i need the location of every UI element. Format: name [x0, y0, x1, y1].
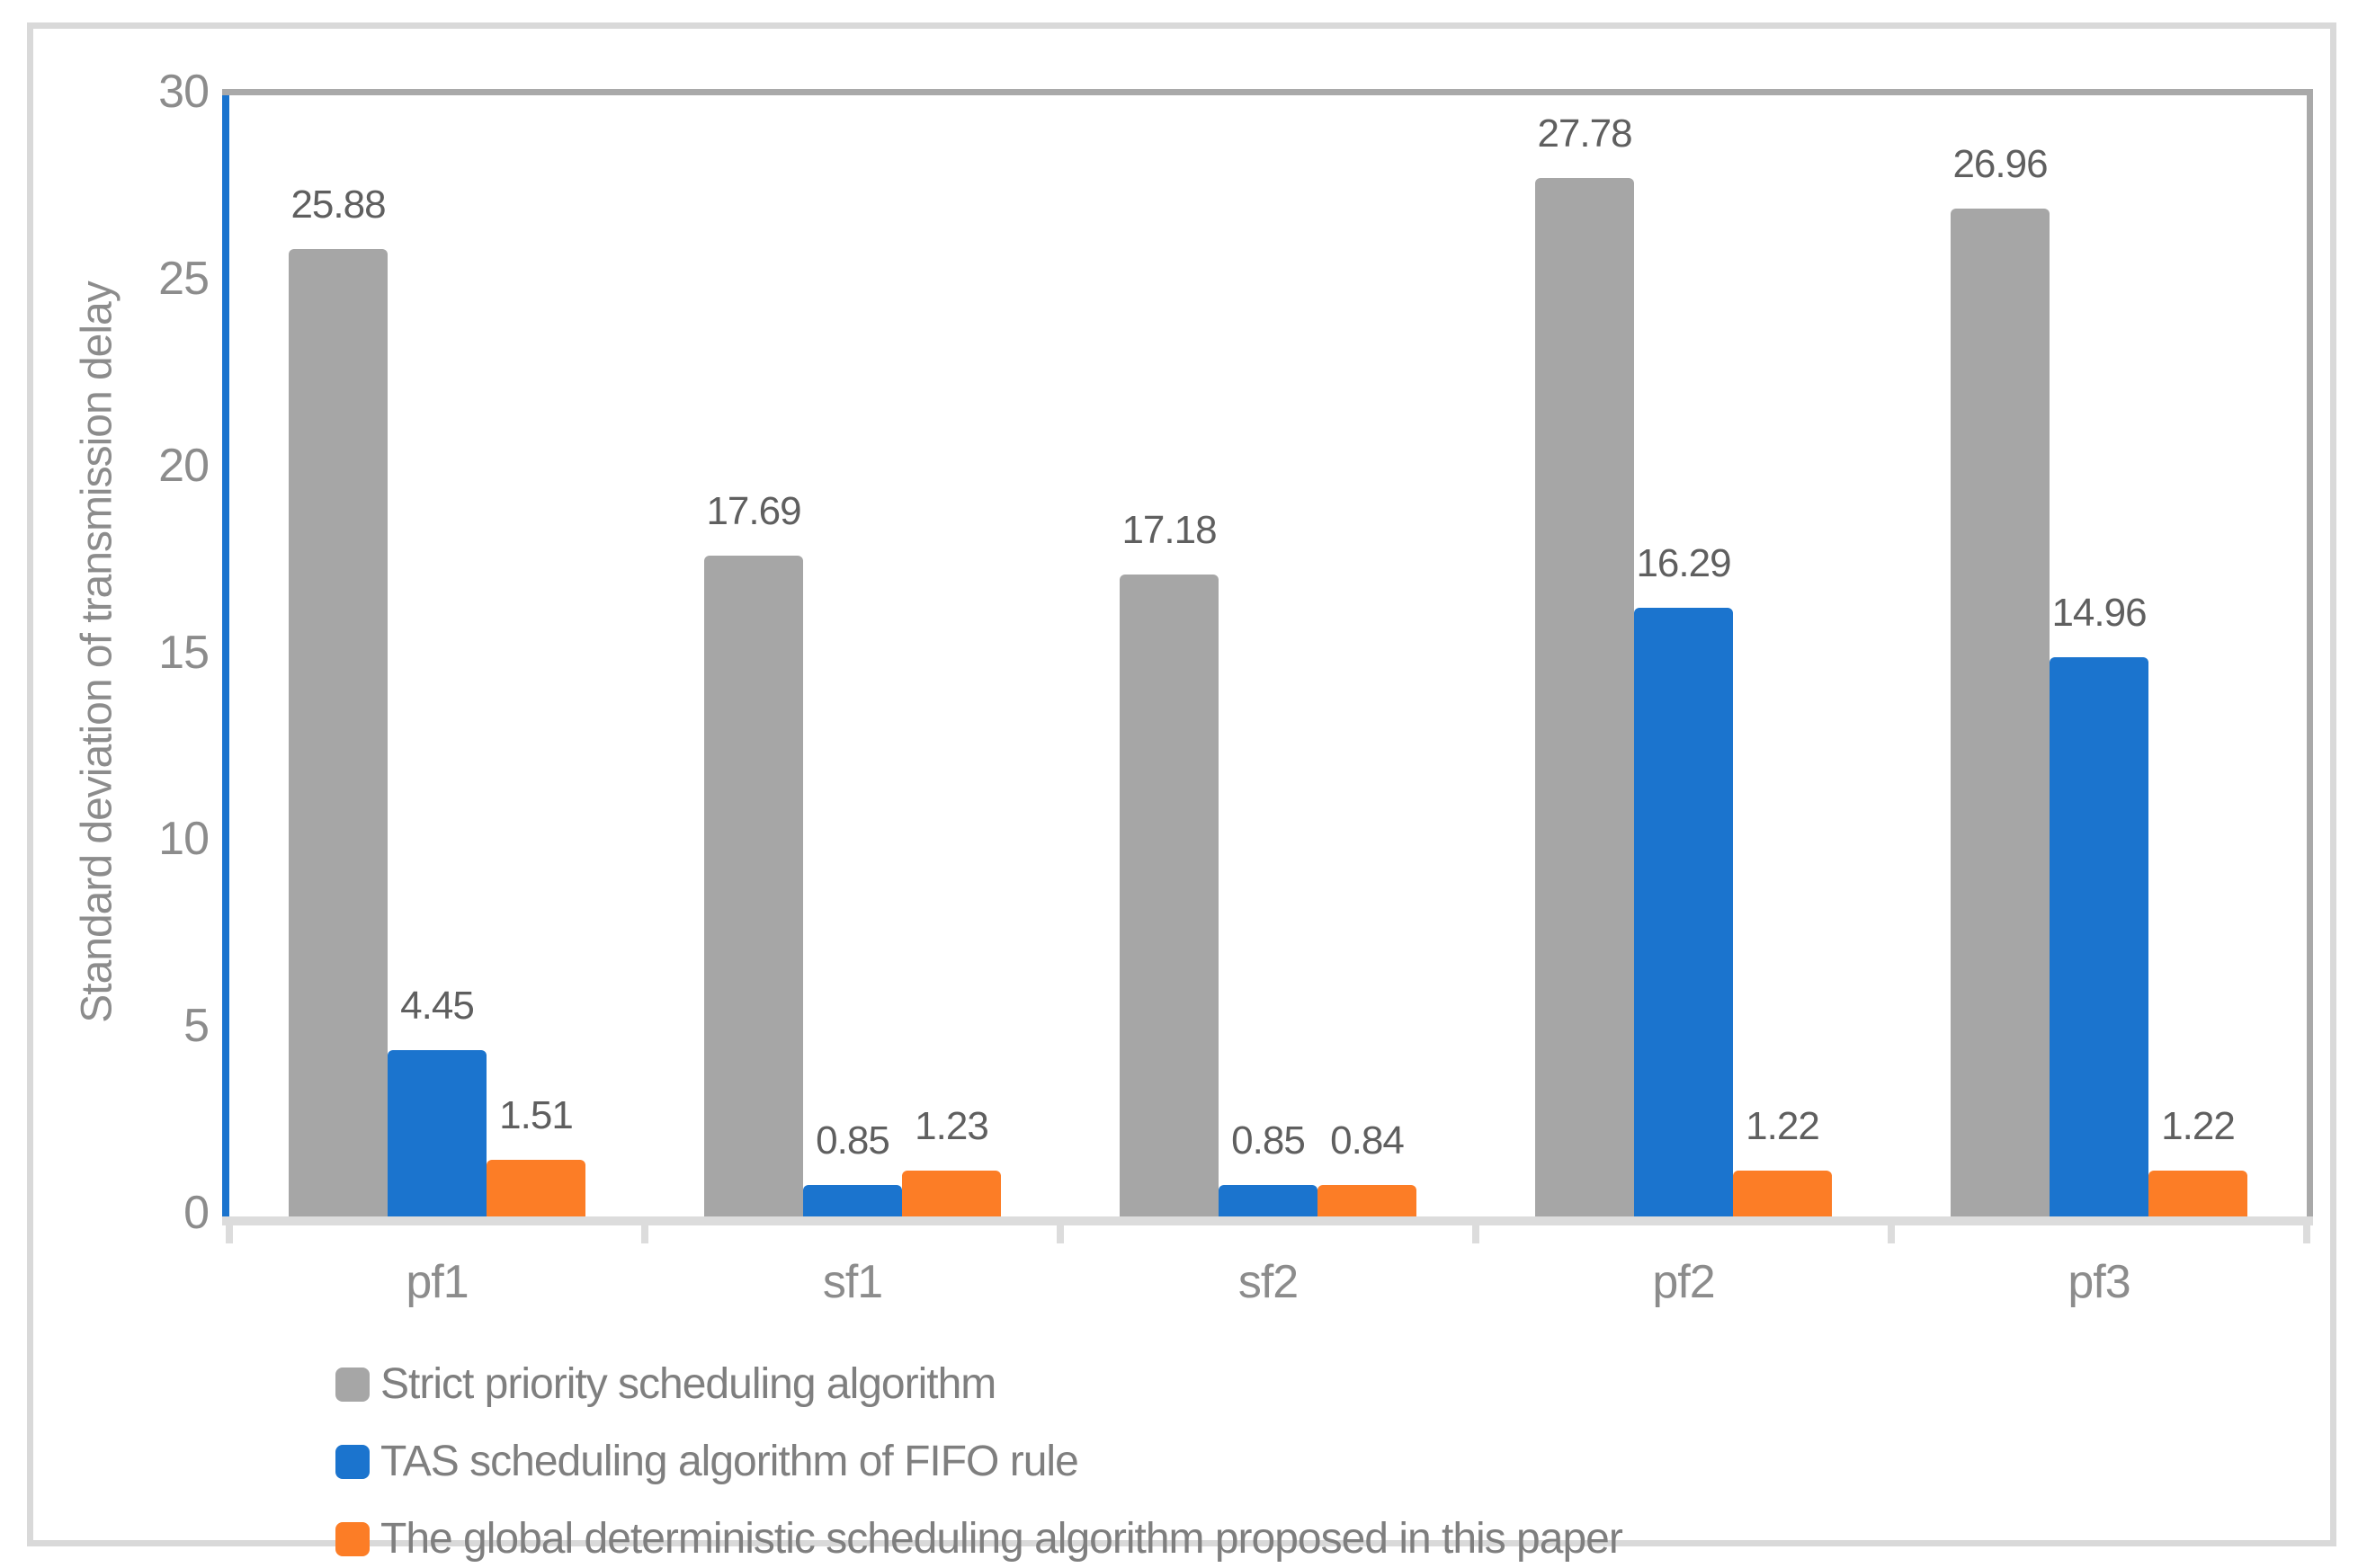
x-axis-line [222, 1216, 2313, 1225]
bar-pf3-series-1 [1951, 209, 2050, 1216]
bar-pf2-series-3 [1733, 1171, 1832, 1216]
plot-right-border [2307, 95, 2313, 1216]
bar-sf2-series-2 [1219, 1185, 1317, 1216]
legend-swatch-icon [335, 1367, 370, 1402]
bar-sf1-series-1 [704, 556, 803, 1216]
bar-sf2-series-3 [1317, 1185, 1416, 1216]
bar-pf1-series-1 [289, 249, 388, 1216]
x-axis-tick [1472, 1225, 1479, 1243]
legend-swatch-icon [335, 1444, 370, 1479]
plot-top-border [222, 89, 2313, 95]
y-tick-label: 5 [183, 1000, 210, 1053]
bar-value-label: 26.96 [1952, 142, 2048, 186]
bar-value-label: 27.78 [1537, 111, 1632, 156]
legend-label: Strict priority scheduling algorithm [380, 1360, 996, 1408]
x-category-label: pf2 [1652, 1256, 1715, 1308]
legend-item-1: Strict priority scheduling algorithm [335, 1359, 1622, 1409]
y-tick-label: 0 [183, 1187, 210, 1239]
bar-pf1-series-2 [388, 1050, 487, 1216]
x-category-label: sf2 [1237, 1256, 1299, 1308]
legend-label: The global deterministic scheduling algo… [380, 1515, 1623, 1563]
legend-item-3: The global deterministic scheduling algo… [335, 1514, 1623, 1564]
x-category-label: pf3 [2068, 1256, 2130, 1308]
bar-pf3-series-2 [2050, 657, 2148, 1216]
legend-item-2: TAS scheduling algorithm of FIFO rule [335, 1437, 1622, 1486]
bar-value-label: 25.88 [290, 183, 386, 227]
bar-value-label: 1.51 [499, 1093, 574, 1137]
bar-value-label: 4.45 [400, 984, 475, 1028]
bar-value-label: 0.84 [1330, 1118, 1405, 1163]
y-axis-line [222, 95, 229, 1216]
bar-pf1-series-3 [487, 1160, 585, 1216]
legend: Strict priority scheduling algorithm TAS … [335, 1359, 1623, 1564]
bar-pf2-series-2 [1634, 608, 1733, 1216]
bar-value-label: 1.22 [2161, 1104, 2236, 1148]
bar-pf2-series-1 [1535, 178, 1634, 1216]
bar-value-label: 0.85 [816, 1118, 890, 1163]
y-tick-label: 20 [158, 439, 210, 492]
x-category-label: sf1 [822, 1256, 883, 1308]
y-tick-label: 15 [158, 626, 210, 679]
legend-swatch-icon [335, 1521, 370, 1556]
x-axis-tick [641, 1225, 648, 1243]
bar-pf3-series-3 [2148, 1171, 2247, 1216]
legend-label: TAS scheduling algorithm of FIFO rule [380, 1438, 1079, 1485]
bar-value-label: 16.29 [1636, 541, 1731, 585]
x-axis-tick [226, 1225, 233, 1243]
x-axis-tick [1057, 1225, 1064, 1243]
x-axis-tick [1888, 1225, 1895, 1243]
x-category-label: pf1 [406, 1256, 469, 1308]
y-tick-label: 10 [158, 813, 210, 866]
y-tick-label: 30 [158, 66, 210, 118]
x-axis-tick [2303, 1225, 2310, 1243]
bar-value-label: 1.22 [1746, 1104, 1820, 1148]
bar-value-label: 17.69 [706, 489, 801, 533]
bar-value-label: 1.23 [915, 1104, 989, 1148]
bar-sf2-series-1 [1120, 575, 1219, 1216]
bar-sf1-series-2 [803, 1185, 902, 1216]
bar-sf1-series-3 [902, 1171, 1001, 1216]
bar-value-label: 14.96 [2051, 591, 2147, 635]
bar-value-label: 17.18 [1121, 508, 1217, 552]
y-tick-label: 25 [158, 252, 210, 305]
bar-value-label: 0.85 [1231, 1118, 1306, 1163]
